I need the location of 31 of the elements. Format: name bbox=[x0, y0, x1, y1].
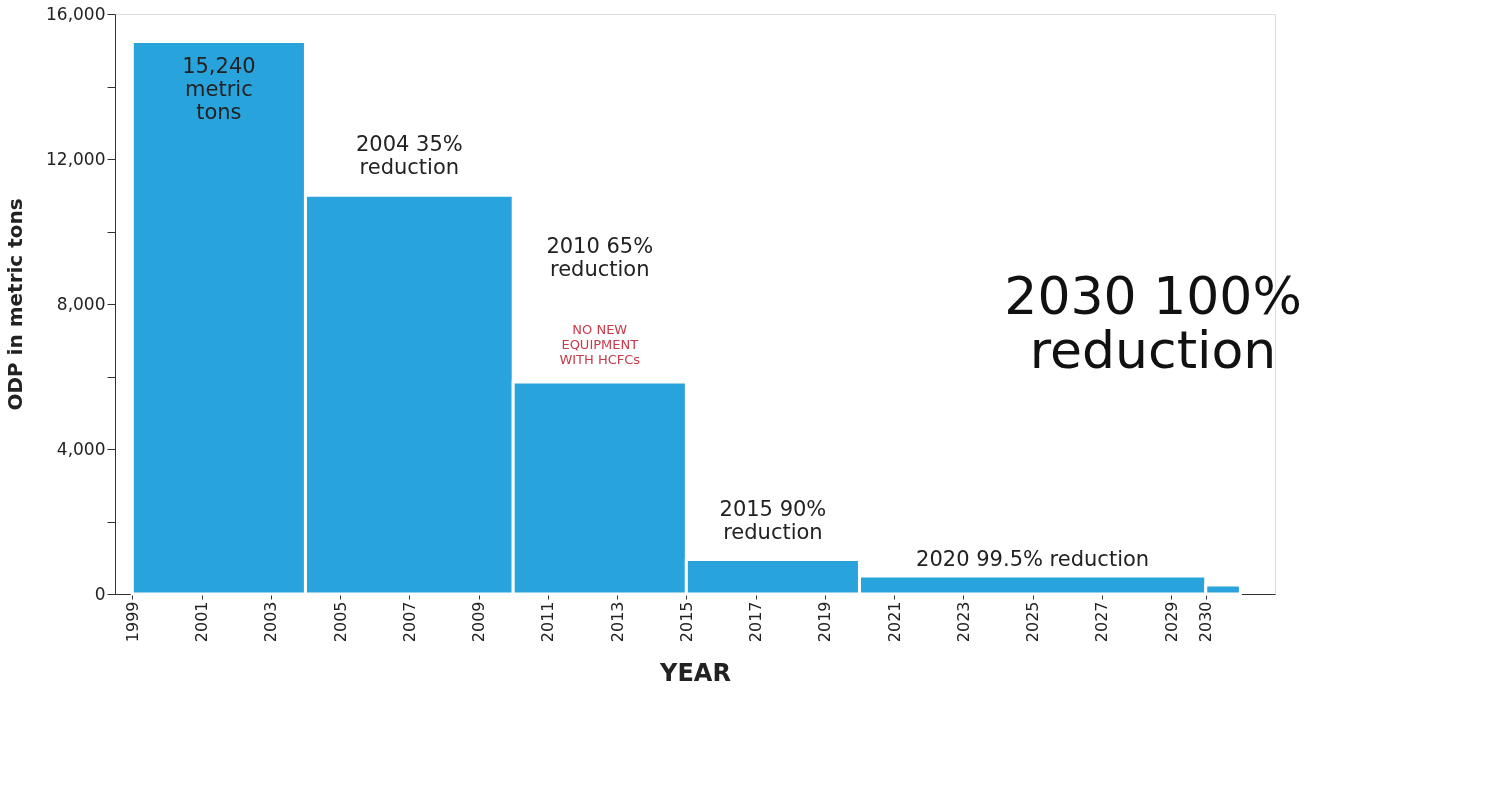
x-tick-label: 2021 bbox=[884, 601, 904, 643]
x-tick-label: 2015 bbox=[676, 601, 696, 643]
annotation: NO NEW EQUIPMENT WITH HCFCs bbox=[559, 321, 641, 367]
annotation: 2015 90% reduction bbox=[719, 496, 827, 544]
x-tick-label: 2025 bbox=[1023, 601, 1043, 643]
x-tick-label: 2007 bbox=[399, 601, 419, 643]
annotation: 15,240 metric tons bbox=[182, 53, 256, 124]
x-tick-label: 2027 bbox=[1092, 601, 1112, 643]
x-tick-label: 2003 bbox=[261, 601, 281, 643]
x-tick-label: 2029 bbox=[1161, 601, 1181, 643]
y-tick-label: 0 bbox=[94, 583, 106, 604]
annotation: 2010 65% reduction bbox=[546, 233, 654, 281]
x-tick-label: 1999 bbox=[122, 601, 142, 643]
x-tick-label: 2011 bbox=[538, 601, 558, 643]
x-tick-label: 2005 bbox=[330, 601, 350, 643]
x-tick-label: 2001 bbox=[192, 601, 212, 643]
y-tick-label: 4,000 bbox=[56, 438, 106, 459]
x-tick-label: 2030 bbox=[1196, 601, 1216, 643]
x-tick-label: 2017 bbox=[746, 601, 766, 643]
x-axis-title: YEAR bbox=[659, 659, 731, 688]
y-tick-label: 16,000 bbox=[46, 3, 106, 24]
annotation: 2004 35% reduction bbox=[355, 132, 463, 180]
x-tick-label: 2013 bbox=[607, 601, 627, 643]
x-tick-label: 2019 bbox=[815, 601, 835, 643]
y-tick-label: 12,000 bbox=[46, 148, 106, 169]
annotation: 2020 99.5% reduction bbox=[916, 546, 1150, 571]
annotation: 2030 100% reduction bbox=[1004, 265, 1302, 380]
y-tick-label: 8,000 bbox=[56, 293, 106, 314]
y-axis-title: ODP in metric tons bbox=[3, 198, 28, 411]
x-tick-label: 2009 bbox=[469, 601, 489, 643]
x-tick-label: 2023 bbox=[953, 601, 973, 643]
